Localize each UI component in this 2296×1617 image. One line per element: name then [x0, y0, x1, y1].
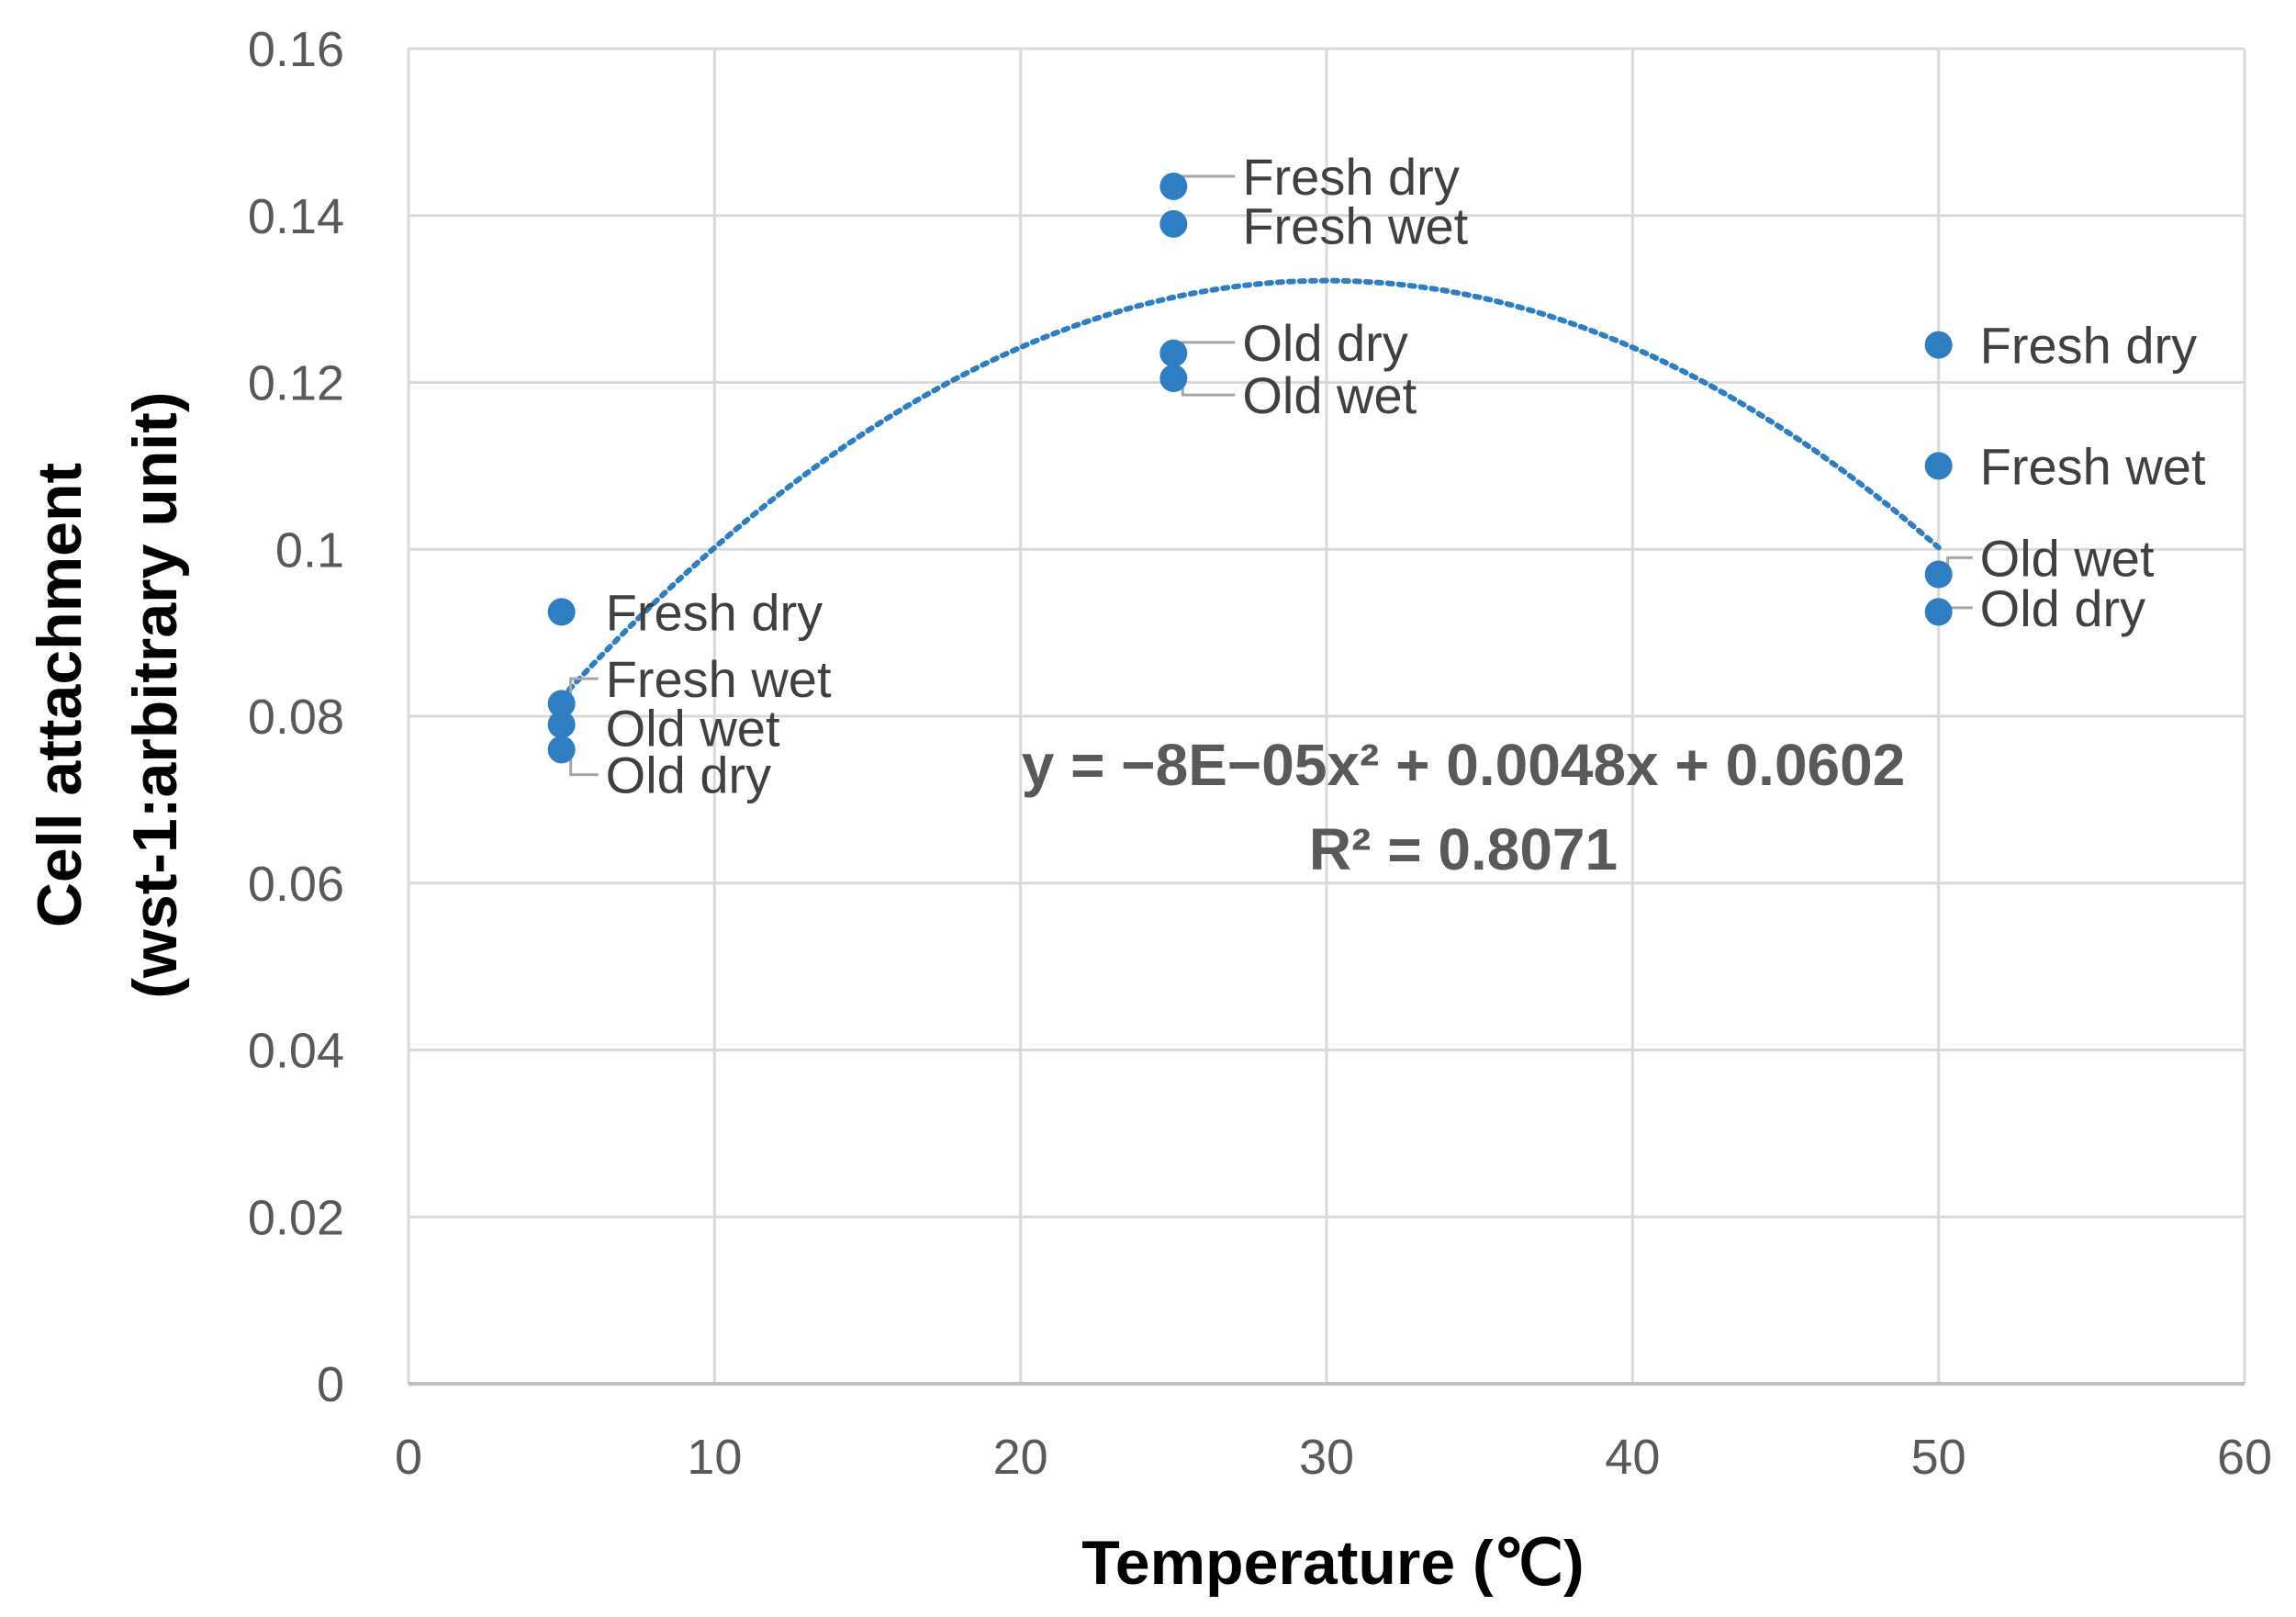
data-point: [1159, 364, 1188, 392]
y-tick-label: 0: [317, 1357, 344, 1412]
data-label: Fresh wet: [1980, 437, 2206, 495]
trendline-equation: y = −8E−05x² + 0.0048x + 0.0602: [1022, 732, 1906, 798]
data-point: [1159, 209, 1188, 238]
data-label: Fresh dry: [1242, 148, 1460, 206]
y-tick-label: 0.1: [275, 522, 344, 578]
y-axis-title-line2: (wst-1:arbitrary unit): [120, 391, 190, 998]
data-label: Old wet: [1242, 366, 1417, 424]
data-point: [547, 711, 576, 739]
data-point: [1159, 172, 1188, 200]
x-tick-label: 10: [687, 1430, 742, 1485]
x-tick-label: 40: [1605, 1430, 1660, 1485]
data-point: [547, 598, 576, 626]
x-axis-title: Temperature (℃): [1081, 1528, 1584, 1598]
data-point: [547, 690, 576, 718]
trendline-r-squared: R² = 0.8071: [1309, 816, 1618, 882]
y-tick-label: 0.12: [248, 356, 344, 411]
y-tick-label: 0.06: [248, 857, 344, 912]
data-label: Old dry: [1980, 579, 2146, 637]
x-tick-label: 0: [395, 1430, 422, 1485]
data-point: [547, 736, 576, 764]
y-tick-label: 0.16: [248, 22, 344, 77]
y-tick-label: 0.04: [248, 1024, 344, 1079]
data-label: Old wet: [606, 700, 780, 758]
x-tick-label: 50: [1911, 1430, 1966, 1485]
trendline: [558, 277, 1942, 701]
data-point: [1159, 339, 1188, 367]
data-label: Old dry: [606, 747, 772, 804]
tick-labels: 0 0.02 0.04 0.06 0.08 0.1 0.12 0.14 0.16 0 10 20 30 4…: [248, 22, 2272, 1485]
data-points: [547, 172, 1953, 764]
data-label: Fresh wet: [606, 650, 832, 708]
data-label: Fresh wet: [1242, 197, 1468, 255]
data-point: [1924, 452, 1953, 480]
y-tick-label: 0.08: [248, 690, 344, 745]
x-tick-label: 60: [2217, 1430, 2272, 1485]
trendline-group: [558, 277, 1942, 701]
data-point: [1924, 560, 1953, 589]
x-tick-label: 30: [1299, 1430, 1354, 1485]
x-tick-label: 20: [993, 1430, 1048, 1485]
data-point: [1924, 598, 1953, 626]
data-label: Fresh dry: [1980, 317, 2198, 375]
data-label: Old dry: [1242, 314, 1408, 372]
y-tick-label: 0.14: [248, 189, 344, 244]
data-point: [1924, 331, 1953, 359]
y-tick-label: 0.02: [248, 1190, 344, 1245]
data-label: Fresh dry: [606, 583, 823, 641]
y-axis-title-line1: Cell attachment: [25, 463, 95, 927]
data-label: Old wet: [1980, 529, 2155, 587]
